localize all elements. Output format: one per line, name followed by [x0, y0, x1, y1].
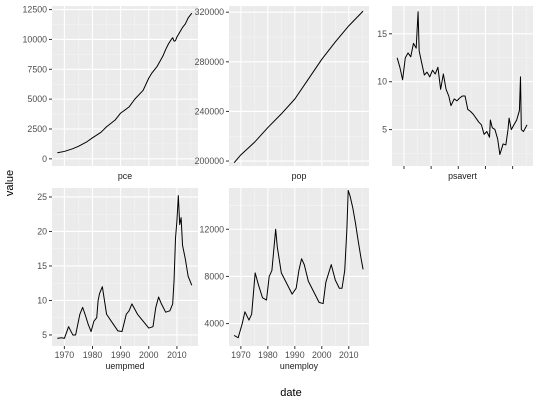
panel-pce: 0 2500 5000 7500 10000 12500 pce — [23, 5, 198, 181]
y-tick-label: 200000 — [195, 156, 224, 166]
y-tick-label: 7500 — [27, 64, 47, 74]
panel-pop: 200000 240000 280000 320000 pop — [195, 6, 369, 181]
x-tick-label: 1980 — [83, 350, 103, 360]
panels-layer: 0 2500 5000 7500 10000 12500 pce 200000 240000 28… — [23, 5, 533, 371]
x-tick-label: 1970 — [55, 350, 75, 360]
y-tick-label: 10 — [377, 77, 387, 87]
y-axis-title: value — [4, 170, 16, 196]
y-tick-label: 240000 — [195, 106, 224, 116]
x-axis-title: date — [280, 387, 301, 399]
y-tick-label: 2500 — [27, 124, 47, 134]
strip-label-unemploy: unemploy — [280, 361, 319, 371]
x-tick-label: 2000 — [312, 350, 332, 360]
y-tick-label: 25 — [37, 192, 47, 202]
series-line-psavert — [396, 11, 528, 155]
x-tick-label: 1990 — [111, 350, 131, 360]
y-tick-label: 5 — [42, 330, 47, 340]
x-tick-label: 1990 — [285, 350, 305, 360]
panel-unemploy: 4000 8000 12000 1970 1980 1990 2000 2010 unemplo… — [200, 188, 369, 371]
y-tick-label: 5 — [382, 125, 387, 135]
y-tick-label: 4000 — [204, 319, 224, 329]
y-tick-label: 0 — [42, 154, 47, 164]
y-tick-label: 10000 — [23, 34, 48, 44]
x-tick-label: 2000 — [139, 350, 159, 360]
series-line-pce — [57, 12, 193, 154]
y-tick-label: 10 — [37, 295, 47, 305]
y-tick-label: 12000 — [200, 224, 225, 234]
panel-background — [229, 6, 369, 166]
y-tick-label: 15 — [37, 261, 47, 271]
panel-psavert: 5 10 15 psavert — [377, 6, 533, 181]
y-tick-label: 5000 — [27, 94, 47, 104]
panel-background — [392, 6, 533, 166]
x-tick-label: 1980 — [258, 350, 278, 360]
x-tick-label: 2010 — [339, 350, 359, 360]
x-tick-label: 2010 — [167, 350, 187, 360]
y-tick-label: 8000 — [204, 271, 224, 281]
panel-background — [52, 188, 198, 346]
strip-label-uempmed: uempmed — [105, 361, 144, 371]
strip-label-psavert: psavert — [448, 171, 477, 181]
strip-label-pce: pce — [118, 171, 132, 181]
x-tick-label: 1970 — [231, 350, 251, 360]
panel-uempmed: 5 10 15 20 25 1970 1980 1990 2000 2010 uempmed — [37, 188, 198, 371]
panel-background — [229, 188, 369, 346]
y-tick-label: 15 — [377, 29, 387, 39]
y-tick-label: 20 — [37, 226, 47, 236]
panel-background — [52, 6, 198, 166]
series-line-pop — [233, 10, 364, 163]
y-tick-label: 12500 — [23, 5, 48, 15]
strip-label-pop: pop — [292, 171, 307, 181]
y-tick-label: 280000 — [195, 57, 224, 67]
y-tick-label: 320000 — [195, 7, 224, 17]
series-line-uempmed — [57, 195, 193, 339]
series-line-unemploy — [233, 189, 364, 339]
